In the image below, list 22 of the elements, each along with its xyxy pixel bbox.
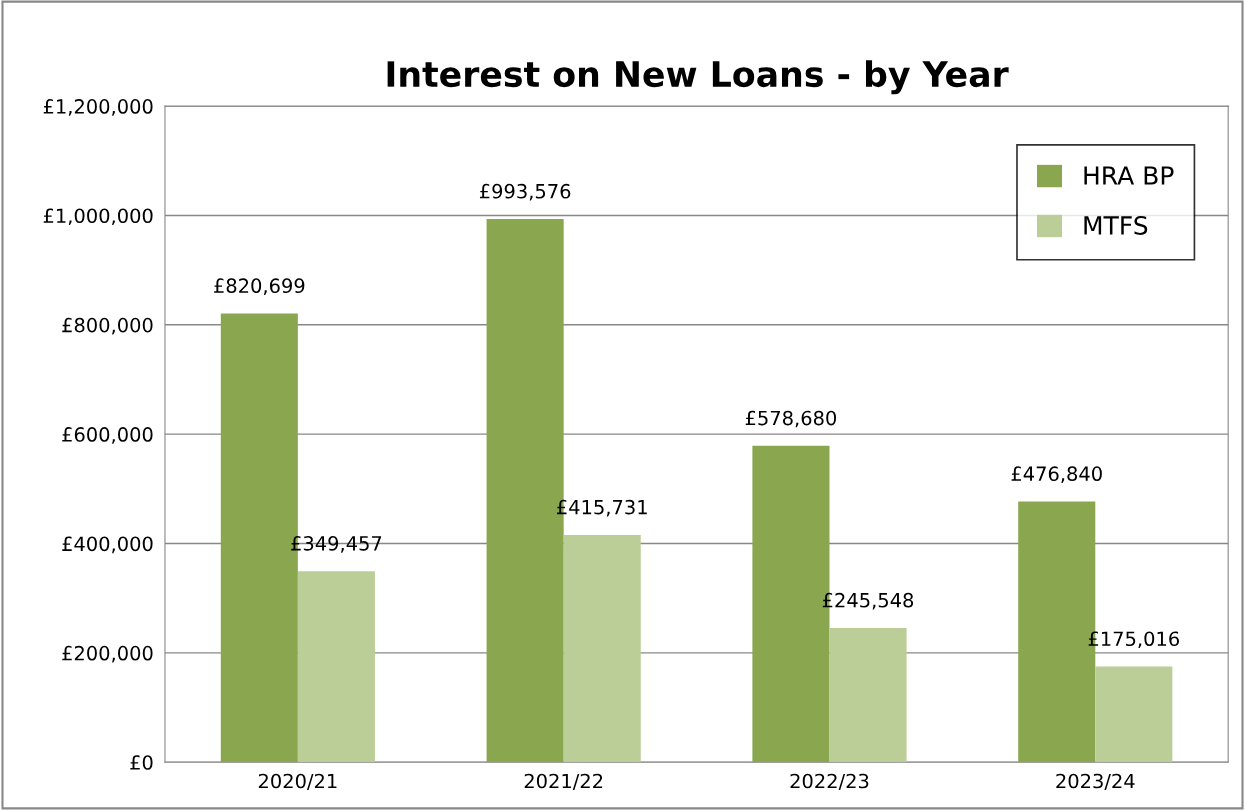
legend-label: HRA BP [1084,166,1174,185]
y-tick-label: £1,200,000 [43,99,153,116]
y-tick-label: £200,000 [62,645,153,663]
legend-label: MTFS [1084,216,1148,235]
bar [1095,666,1173,763]
x-tick-label: 2023/24 [1056,773,1135,790]
data-label: £476,840 [1011,466,1102,484]
y-tick-label: £0 [130,755,153,770]
x-tick-label: 2022/23 [790,773,869,790]
x-tick-label: 2020/21 [258,773,337,790]
bar [563,534,641,763]
y-tick-label: £1,000,000 [43,208,153,226]
data-label: £993,576 [479,183,571,201]
y-tick-label: £600,000 [62,427,153,444]
data-label: £578,680 [745,410,837,428]
bar [829,627,907,763]
chart-title: Interest on New Loans - by Year [387,60,1009,95]
y-tick-label: £400,000 [62,536,153,554]
y-tick-label: £800,000 [62,317,153,335]
bar [297,571,375,763]
x-tick-label: 2021/22 [524,773,603,790]
data-label: £820,699 [214,278,305,296]
